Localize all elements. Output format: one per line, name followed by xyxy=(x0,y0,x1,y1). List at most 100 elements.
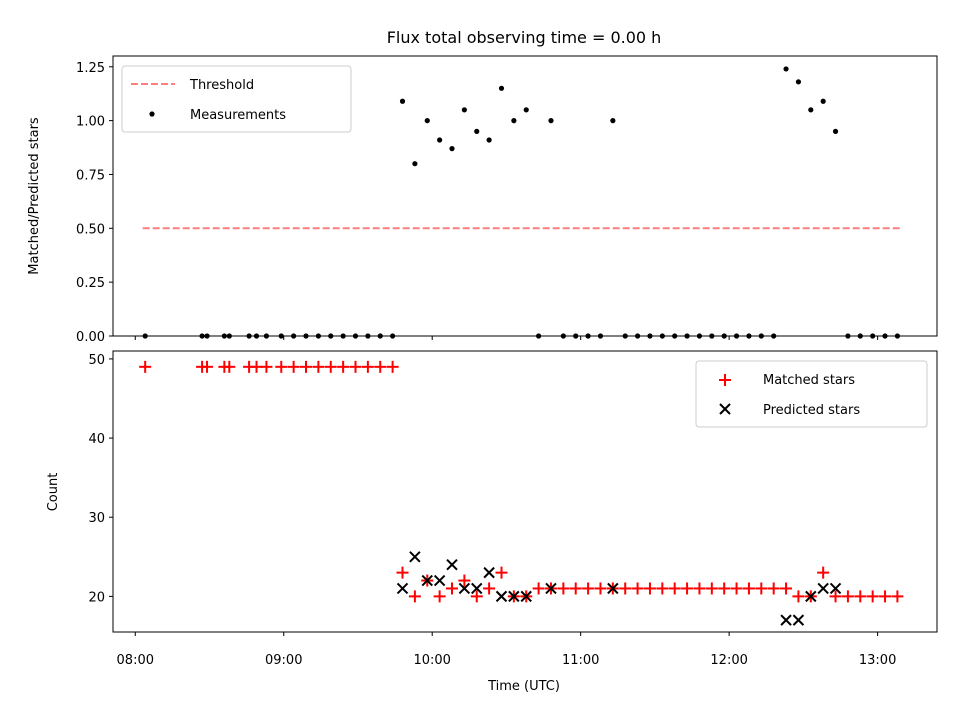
measurement-point xyxy=(449,146,455,152)
matched-star-point xyxy=(841,590,854,603)
matched-star-point xyxy=(817,566,830,579)
measurement-point xyxy=(795,79,802,85)
bottom-ytick-label: 30 xyxy=(88,511,105,526)
legend-measurements-label: Measurements xyxy=(190,108,286,123)
predicted-star-point xyxy=(483,566,495,579)
top-ytick-label: 0.75 xyxy=(76,168,105,183)
matched-star-point xyxy=(792,590,805,603)
matched-star-point xyxy=(854,590,867,603)
matched-star-point xyxy=(374,360,387,373)
matched-star-point xyxy=(668,582,681,595)
matched-star-point xyxy=(483,582,496,595)
legend-predicted-swatch xyxy=(719,403,731,415)
predicted-star-point xyxy=(792,614,805,626)
predicted-star-point xyxy=(780,614,792,626)
matched-star-point xyxy=(619,582,632,595)
chart-title: Flux total observing time = 0.00 h xyxy=(387,28,662,47)
matched-star-point xyxy=(446,582,459,595)
bottom-legend: Matched stars Predicted stars xyxy=(695,360,928,428)
matched-star-point xyxy=(361,360,374,373)
matched-star-point xyxy=(780,582,793,595)
measurement-point xyxy=(399,98,406,104)
matched-star-point xyxy=(643,582,656,595)
predicted-star-point xyxy=(607,582,619,595)
measurement-point xyxy=(437,137,443,143)
legend-matched-label: Matched stars xyxy=(763,373,855,388)
bottom-legend-box xyxy=(695,360,928,428)
matched-star-point xyxy=(260,360,273,373)
matched-star-point xyxy=(557,582,570,595)
top-ytick-label: 0.00 xyxy=(76,330,105,345)
predicted-star-point xyxy=(421,574,433,587)
predicted-star-point xyxy=(508,590,520,603)
matched-star-point xyxy=(569,582,582,595)
measurement-point xyxy=(523,107,529,113)
legend-measurements-swatch xyxy=(149,111,155,117)
bottom-ylabel: Count xyxy=(46,473,61,512)
predicted-star-point xyxy=(805,590,817,603)
matched-star-point xyxy=(730,582,743,595)
bottom-xtick-label: 10:00 xyxy=(413,653,450,668)
bottom-xtick-label: 12:00 xyxy=(710,653,747,668)
measurement-point xyxy=(424,118,430,124)
matched-star-point xyxy=(337,360,350,373)
measurement-point xyxy=(832,128,839,134)
matched-star-point xyxy=(594,582,607,595)
matched-star-point xyxy=(767,582,780,595)
measurement-point xyxy=(548,118,554,124)
matched-star-point xyxy=(829,590,842,603)
matched-star-point xyxy=(312,360,325,373)
matched-star-point xyxy=(433,590,446,603)
matched-star-point xyxy=(139,360,152,373)
matched-star-point xyxy=(891,590,904,603)
matched-star-point xyxy=(458,574,471,587)
matched-star-point xyxy=(349,360,362,373)
matched-star-point xyxy=(275,360,288,373)
legend-matched-swatch xyxy=(719,374,731,386)
matched-star-point xyxy=(396,566,409,579)
matched-star-point xyxy=(300,360,313,373)
top-legend-box xyxy=(121,65,352,133)
top-ylabel: Matched/Predicted stars xyxy=(27,117,42,275)
measurement-point xyxy=(486,137,492,143)
top-ytick-label: 1.00 xyxy=(76,115,105,130)
matched-star-point xyxy=(693,582,706,595)
matched-star-point xyxy=(866,590,879,603)
measurement-point xyxy=(461,107,467,113)
measurement-point xyxy=(498,85,505,91)
top-panel: 0.00 0.25 0.50 0.75 1.00 1.25 Matched/Predict… xyxy=(27,55,938,345)
predicted-star-point xyxy=(471,582,483,595)
matched-star-point xyxy=(223,360,236,373)
bottom-xtick-label: 11:00 xyxy=(562,653,599,668)
predicted-star-point xyxy=(829,582,842,595)
legend-predicted-label: Predicted stars xyxy=(763,403,860,418)
matched-star-point xyxy=(681,582,694,595)
matched-star-point xyxy=(718,582,731,595)
top-ytick-label: 0.25 xyxy=(76,276,105,291)
measurement-point xyxy=(511,118,517,124)
legend-threshold-label: Threshold xyxy=(189,78,254,93)
measurement-point xyxy=(412,161,418,167)
matched-star-point xyxy=(324,360,337,373)
matched-star-point xyxy=(495,566,508,579)
matched-star-point xyxy=(470,590,483,603)
predicted-star-point xyxy=(446,559,458,571)
bottom-ytick-label: 20 xyxy=(88,590,105,605)
top-ytick-label: 1.25 xyxy=(76,61,105,76)
matched-star-point xyxy=(755,582,768,595)
bottom-ytick-label: 50 xyxy=(88,353,105,368)
matched-star-point xyxy=(201,360,214,373)
matched-star-point xyxy=(386,360,399,373)
bottom-axes-frame xyxy=(112,350,938,633)
top-legend: Threshold Measurements xyxy=(121,65,352,133)
measurement-point xyxy=(808,107,814,113)
top-axes-frame xyxy=(112,55,938,337)
matched-star-point xyxy=(705,582,718,595)
matched-star-point xyxy=(532,582,545,595)
matched-star-point xyxy=(656,582,669,595)
matched-star-point xyxy=(582,582,595,595)
predicted-star-point xyxy=(545,582,557,595)
predicted-star-point xyxy=(495,590,508,603)
predicted-star-point xyxy=(409,551,421,563)
